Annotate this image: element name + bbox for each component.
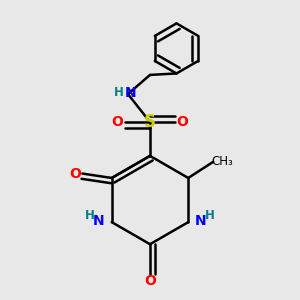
Text: O: O (176, 115, 188, 129)
Text: O: O (112, 115, 124, 129)
Text: O: O (144, 274, 156, 288)
Text: CH₃: CH₃ (212, 155, 234, 168)
Text: N: N (195, 214, 206, 228)
Text: S: S (144, 113, 156, 131)
Text: O: O (69, 167, 81, 181)
Text: H: H (205, 209, 214, 222)
Text: H: H (85, 209, 94, 222)
Text: N: N (93, 214, 104, 228)
Text: H: H (114, 86, 124, 99)
Text: N: N (124, 85, 136, 100)
